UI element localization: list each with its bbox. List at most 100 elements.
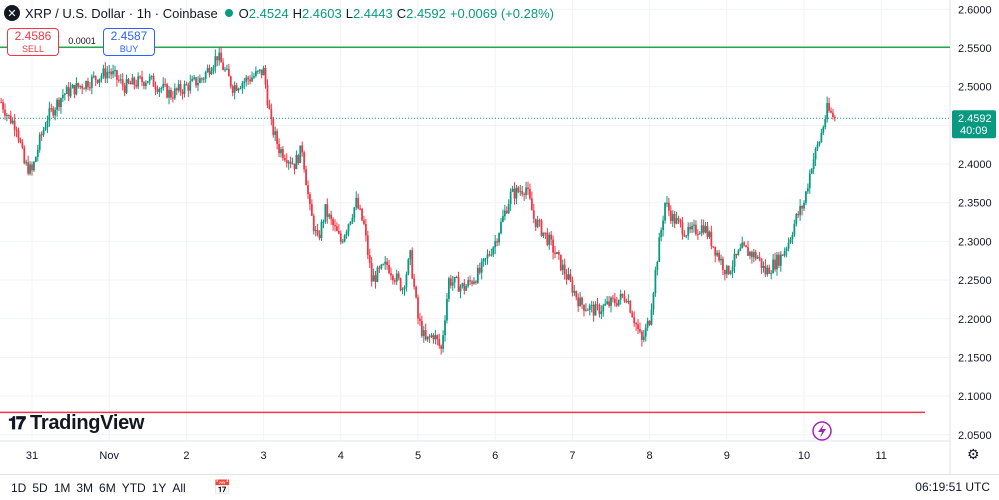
timeframe-1d[interactable]: 1D bbox=[11, 480, 27, 495]
candle bbox=[650, 303, 653, 326]
candle bbox=[420, 315, 423, 338]
candle bbox=[98, 78, 101, 87]
candle-body bbox=[693, 224, 695, 226]
y-tick-label: 2.2500 bbox=[958, 275, 992, 287]
candle bbox=[295, 150, 298, 170]
candle bbox=[168, 85, 170, 105]
candle-body bbox=[361, 208, 363, 221]
candle-body bbox=[637, 324, 639, 330]
candle bbox=[521, 185, 524, 197]
candle bbox=[704, 221, 707, 234]
candle bbox=[224, 66, 226, 73]
candle bbox=[322, 219, 325, 229]
timeframe-3m[interactable]: 3M bbox=[76, 480, 94, 495]
candle bbox=[372, 268, 375, 282]
candle bbox=[226, 64, 228, 71]
sell-button[interactable]: 2.4586 SELL bbox=[7, 28, 59, 56]
candle bbox=[666, 196, 668, 208]
candle bbox=[424, 323, 427, 341]
candle-body bbox=[119, 79, 122, 81]
candle-body bbox=[417, 297, 419, 319]
candle bbox=[737, 249, 740, 256]
candle-body bbox=[571, 280, 574, 293]
candle-body bbox=[141, 76, 143, 83]
candle-body bbox=[745, 245, 747, 248]
candle bbox=[330, 210, 333, 225]
candle-body bbox=[376, 267, 379, 282]
candle-body bbox=[534, 218, 537, 228]
candle bbox=[353, 206, 356, 223]
candle bbox=[303, 150, 306, 173]
candle bbox=[675, 211, 678, 225]
candle bbox=[254, 66, 257, 78]
candle-body bbox=[475, 281, 477, 283]
candle-body bbox=[85, 81, 87, 89]
close-label: C bbox=[396, 5, 407, 21]
candle-body bbox=[69, 88, 72, 97]
candle-body bbox=[355, 197, 358, 208]
candle bbox=[65, 85, 68, 95]
candle bbox=[505, 206, 508, 215]
timeframe-ytd[interactable]: YTD bbox=[121, 480, 146, 495]
date-range-calendar-icon[interactable]: 📅 bbox=[213, 479, 232, 495]
candle-body bbox=[830, 110, 832, 113]
buy-button[interactable]: 2.4587 BUY bbox=[103, 28, 155, 56]
candle bbox=[808, 169, 811, 194]
candle bbox=[615, 296, 618, 308]
candle bbox=[573, 284, 576, 296]
low-label: L bbox=[345, 5, 353, 21]
candle-body bbox=[810, 169, 813, 174]
candle bbox=[204, 70, 207, 83]
price-chart[interactable]: 2.60002.55002.50002.45002.40002.35002.30… bbox=[0, 0, 999, 474]
candle-body bbox=[397, 273, 400, 279]
candle bbox=[305, 165, 307, 186]
clock-utc[interactable]: 06:19:51 UTC bbox=[915, 480, 990, 494]
candle bbox=[181, 89, 184, 100]
gear-icon[interactable]: ⚙ bbox=[967, 446, 980, 462]
timeframe-all[interactable]: All bbox=[172, 480, 186, 495]
candle-body bbox=[428, 336, 431, 338]
candle-body bbox=[749, 251, 751, 256]
symbol-title[interactable]: XRP / U.S. Dollar · 1h · Coinbase bbox=[25, 5, 218, 21]
candle bbox=[380, 263, 383, 270]
candle bbox=[552, 235, 554, 260]
timeframe-1y[interactable]: 1Y bbox=[151, 480, 167, 495]
timeframe-6m[interactable]: 6M bbox=[99, 480, 116, 495]
candle bbox=[596, 297, 599, 311]
candle bbox=[6, 112, 8, 122]
candle-body bbox=[146, 81, 149, 84]
candle-body bbox=[393, 280, 396, 282]
candle-body bbox=[25, 162, 28, 164]
candle-body bbox=[384, 261, 387, 265]
candle-body bbox=[438, 339, 441, 346]
x-tick-label: Nov bbox=[99, 450, 119, 462]
candle bbox=[828, 97, 830, 113]
timeframe-1m[interactable]: 1M bbox=[53, 480, 71, 495]
candle-body bbox=[386, 261, 389, 265]
candle-body bbox=[121, 79, 124, 86]
bar-countdown: 40:09 bbox=[960, 125, 988, 137]
candle-body bbox=[635, 323, 637, 325]
candle bbox=[316, 223, 319, 237]
candle bbox=[515, 184, 518, 205]
candle bbox=[583, 304, 585, 317]
candle-body bbox=[40, 134, 43, 136]
candle-body bbox=[666, 202, 668, 204]
candle bbox=[270, 103, 273, 126]
lightning-icon[interactable] bbox=[812, 421, 832, 441]
candle bbox=[473, 277, 475, 285]
candle bbox=[278, 138, 280, 158]
candle bbox=[355, 191, 358, 211]
timeframe-5d[interactable]: 5D bbox=[32, 480, 48, 495]
candle-body bbox=[546, 232, 549, 245]
candle bbox=[264, 64, 267, 89]
candle-body bbox=[123, 85, 126, 93]
candle bbox=[384, 256, 387, 270]
candle bbox=[336, 222, 338, 232]
candle bbox=[177, 79, 180, 93]
bottom-toolbar: 1D 5D 1M 3M 6M YTD 1Y All 📅 06:19:51 UTC bbox=[0, 474, 999, 500]
candle bbox=[393, 278, 396, 285]
candle-body bbox=[260, 69, 263, 76]
candle bbox=[469, 275, 472, 286]
candle bbox=[171, 91, 174, 103]
